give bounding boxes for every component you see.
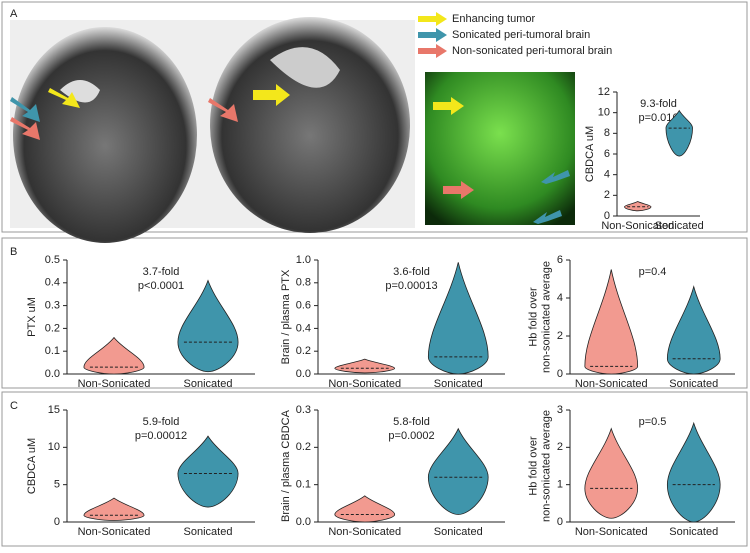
y-tick-label: 15: [48, 404, 60, 416]
y-tick-label: 4: [557, 292, 563, 304]
y-tick-label: 6: [557, 254, 563, 266]
category-label: Sonicated: [434, 526, 483, 538]
panel-box: [1, 391, 748, 547]
y-tick-label: 0.2: [296, 441, 311, 453]
annotation: p=0.00012: [135, 430, 187, 442]
y-tick-label: 0.0: [296, 368, 311, 380]
violin: [584, 269, 639, 375]
y-tick-label: 2: [557, 441, 563, 453]
annotation: 3.7-fold: [143, 266, 180, 278]
category-label: Sonicated: [184, 526, 233, 538]
annotation: 9.3-fold: [640, 98, 677, 110]
violin: [624, 201, 652, 212]
y-tick-label: 0.1: [296, 479, 311, 491]
y-tick-label: 1: [557, 479, 563, 491]
category-label: Sonicated: [434, 378, 483, 390]
y-tick-label: 5: [54, 479, 60, 491]
violin: [177, 435, 239, 508]
y-tick-label: 0.5: [45, 254, 60, 266]
legend-label: Enhancing tumor: [452, 13, 535, 25]
category-label: Non-Sonicated: [575, 526, 648, 538]
annotation: p=0.0002: [388, 430, 434, 442]
y-tick-label: 12: [598, 86, 610, 98]
category-label: Sonicated: [655, 220, 704, 232]
y-tick-label: 10: [48, 441, 60, 453]
panel-label: A: [10, 8, 18, 20]
violin: [666, 421, 721, 523]
legend-label: Sonicated peri-tumoral brain: [452, 29, 590, 41]
y-tick-label: 0.2: [296, 345, 311, 357]
category-label: Sonicated: [669, 378, 718, 390]
violin: [177, 279, 239, 373]
category-label: Non-Sonicated: [328, 526, 401, 538]
category-label: Non-Sonicated: [328, 378, 401, 390]
panel-box: [1, 237, 748, 389]
panel-box: [1, 1, 748, 233]
violin: [666, 285, 721, 375]
y-axis-label: non-sonicated average: [540, 261, 552, 373]
legend-arrow: [418, 28, 447, 42]
violin: [334, 495, 396, 523]
category-label: Sonicated: [669, 526, 718, 538]
y-tick-label: 0: [604, 210, 610, 222]
y-tick-label: 0.0: [45, 368, 60, 380]
y-tick-label: 1.0: [296, 254, 311, 266]
y-tick-label: 3: [557, 404, 563, 416]
annotation: 5.9-fold: [143, 416, 180, 428]
category-label: Sonicated: [184, 378, 233, 390]
y-tick-label: 0.0: [296, 516, 311, 528]
y-tick-label: 0.1: [45, 345, 60, 357]
y-tick-label: 0.3: [296, 404, 311, 416]
y-tick-label: 0.3: [45, 300, 60, 312]
legend-arrow: [418, 44, 447, 58]
y-tick-label: 4: [604, 169, 610, 181]
y-tick-label: 0.8: [296, 277, 311, 289]
y-axis-label: CBDCA uM: [26, 438, 38, 494]
category-label: Non-Sonicated: [78, 526, 151, 538]
violin: [334, 358, 396, 374]
violin: [427, 427, 489, 515]
y-tick-label: 0.6: [296, 300, 311, 312]
category-label: Non-Sonicated: [601, 220, 674, 232]
y-axis-label: non-sonicated average: [540, 410, 552, 522]
y-tick-label: 0.2: [45, 322, 60, 334]
y-tick-label: 0: [557, 368, 563, 380]
mri-images: [10, 17, 575, 243]
annotation: 5.8-fold: [393, 416, 430, 428]
category-label: Non-Sonicated: [575, 378, 648, 390]
violin: [665, 109, 693, 157]
y-tick-label: 0.4: [45, 277, 60, 289]
y-axis-label: Brain / plasma PTX: [280, 269, 292, 364]
y-tick-label: 2: [604, 189, 610, 201]
annotation: p<0.0001: [138, 280, 184, 292]
annotation: p=0.016: [638, 112, 678, 124]
violin: [83, 336, 145, 375]
annotation: p=0.4: [639, 266, 667, 278]
y-tick-label: 10: [598, 107, 610, 119]
violin: [427, 262, 489, 375]
panel-label: C: [10, 400, 18, 412]
y-tick-label: 0.4: [296, 322, 311, 334]
annotation: 3.6-fold: [393, 266, 430, 278]
y-axis-label: PTX uM: [26, 297, 38, 337]
y-axis-label: Brain / plasma CBDCA: [280, 409, 292, 522]
annotation: p=0.5: [639, 416, 667, 428]
y-tick-label: 2: [557, 330, 563, 342]
y-axis-label: CBDCA uM: [584, 126, 596, 182]
violin: [584, 427, 639, 519]
y-axis-label: Hb fold over: [527, 287, 539, 347]
legend-label: Non-sonicated peri-tumoral brain: [452, 45, 612, 57]
violin: [83, 497, 145, 521]
y-tick-label: 0: [557, 516, 563, 528]
y-tick-label: 0: [54, 516, 60, 528]
legend-arrow: [418, 12, 447, 26]
annotation: p=0.00013: [385, 280, 437, 292]
y-axis-label: Hb fold over: [527, 436, 539, 496]
y-tick-label: 6: [604, 148, 610, 160]
y-tick-label: 8: [604, 127, 610, 139]
panel-label: B: [10, 246, 17, 258]
category-label: Non-Sonicated: [78, 378, 151, 390]
